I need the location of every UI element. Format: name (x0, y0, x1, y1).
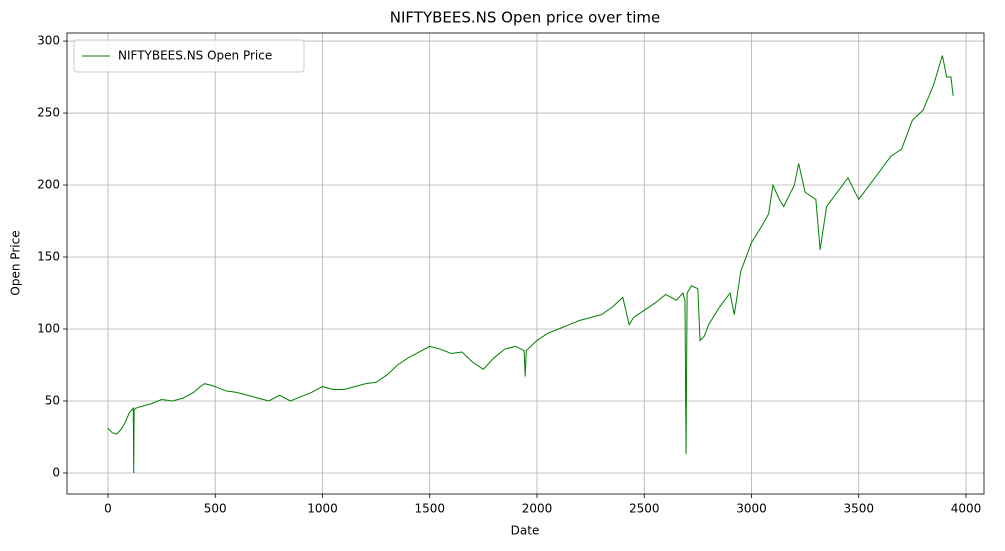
y-tick-label: 50 (45, 393, 60, 407)
x-tick-label: 1500 (414, 502, 445, 516)
y-tick-label: 0 (52, 465, 60, 479)
y-tick-label: 250 (37, 106, 60, 120)
plot-frame (66, 32, 985, 495)
y-axis-label: Open Price (9, 230, 23, 295)
x-tick-label: 0 (104, 502, 112, 516)
y-tick-label: 200 (37, 178, 60, 192)
y-tick-label: 100 (37, 322, 60, 336)
x-tick-label: 3000 (736, 502, 767, 516)
x-tick-label: 1000 (307, 502, 338, 516)
x-tick-label: 4000 (951, 502, 982, 516)
data-line (107, 55, 954, 473)
legend: NIFTYBEES.NS Open Price (73, 39, 305, 73)
y-tick-label: 150 (37, 250, 60, 264)
x-axis-label: Date (511, 524, 540, 538)
legend-label: NIFTYBEES.NS Open Price (118, 49, 272, 63)
x-tick-label: 3500 (843, 502, 874, 516)
y-tick-label: 300 (37, 34, 60, 48)
x-tick-label: 500 (204, 502, 227, 516)
x-tick-label: 2000 (522, 502, 553, 516)
x-tick-label: 2500 (629, 502, 660, 516)
legend-frame (73, 39, 305, 73)
chart-title: NIFTYBEES.NS Open price over time (390, 9, 660, 27)
